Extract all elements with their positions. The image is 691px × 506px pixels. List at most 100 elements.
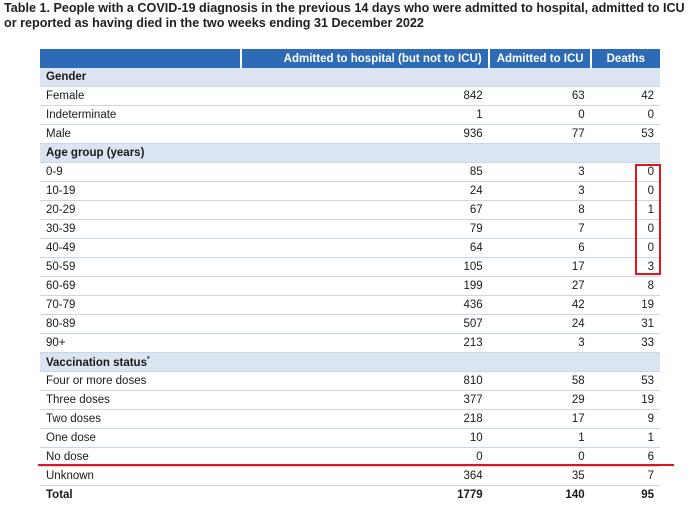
cell-icu: 35 xyxy=(488,466,591,486)
cell-icu: 42 xyxy=(488,295,591,315)
cell-icu: 140 xyxy=(565,489,585,501)
cell-deaths: 19 xyxy=(590,295,660,315)
cell-icu: 3 xyxy=(488,162,591,182)
cell-icu: 63 xyxy=(488,86,591,106)
cell-deaths: 19 xyxy=(590,390,660,410)
table-row: Male 936 77 53 xyxy=(40,124,660,144)
cell-deaths: 0 xyxy=(590,105,660,125)
cell-hospital: 842 xyxy=(240,86,489,106)
section-label: Vaccination status* xyxy=(40,352,660,372)
header-deaths: Deaths xyxy=(590,49,660,68)
cell-label: Unknown xyxy=(40,466,241,486)
cell-icu: 77 xyxy=(488,124,591,144)
cell-deaths: 0 xyxy=(590,162,660,182)
cell-label: 10-19 xyxy=(40,181,241,201)
cell-deaths: 42 xyxy=(590,86,660,106)
cell-icu: 6 xyxy=(488,238,591,258)
table-row: No dose 0 0 6 xyxy=(40,447,660,467)
table-row: 30-39 79 7 0 xyxy=(40,219,660,239)
cell-deaths: 9 xyxy=(590,409,660,429)
cell-icu: 7 xyxy=(488,219,591,239)
cell-deaths: 0 xyxy=(590,181,660,201)
table-title: Table 1. People with a COVID-19 diagnosi… xyxy=(4,1,685,30)
cell-deaths: 95 xyxy=(641,489,654,501)
cell-deaths: 31 xyxy=(590,314,660,334)
cell-icu: 8 xyxy=(488,200,591,220)
table-row: 90+ 213 3 33 xyxy=(40,333,660,353)
cell-deaths: 7 xyxy=(590,466,660,486)
cell-hospital: 1779 xyxy=(457,489,483,501)
cell-deaths: 53 xyxy=(590,124,660,144)
section-vaccination: Vaccination status* xyxy=(40,352,660,372)
cell-label: Three doses xyxy=(40,390,241,410)
cell-label: Male xyxy=(40,124,241,144)
cell-label: Indeterminate xyxy=(40,105,241,125)
cell-deaths: 0 xyxy=(590,219,660,239)
header-hospital: Admitted to hospital (but not to ICU) xyxy=(240,49,490,68)
cell-icu: 29 xyxy=(488,390,591,410)
cell-hospital: 67 xyxy=(240,200,489,220)
table-row: 70-79 436 42 19 xyxy=(40,295,660,315)
section-gender: Gender xyxy=(40,68,660,87)
section-label: Gender xyxy=(40,68,660,87)
header-row: Admitted to hospital (but not to ICU) Ad… xyxy=(40,49,660,68)
cell-deaths: 33 xyxy=(590,333,660,353)
cell-icu: 3 xyxy=(488,333,591,353)
section-label-text: Vaccination status xyxy=(46,356,147,369)
cell-hospital: 85 xyxy=(240,162,489,182)
cell-hospital: 105 xyxy=(240,257,489,277)
section-label-text: Age group (years) xyxy=(46,147,145,159)
cell-label: 40-49 xyxy=(40,238,241,258)
footnote-marker: * xyxy=(146,355,150,363)
cell-hospital: 218 xyxy=(240,409,489,429)
table-row: 0-9 85 3 0 xyxy=(40,162,660,182)
cell-label: Female xyxy=(40,86,241,106)
cell-label: 60-69 xyxy=(40,276,241,296)
table-row: Indeterminate 1 0 0 xyxy=(40,105,660,125)
red-underline xyxy=(38,464,674,466)
cell-label: One dose xyxy=(40,428,241,448)
table-body: Gender Female 842 63 42 Indeterminate 1 0 0 Male… xyxy=(40,68,660,504)
table-row: 10-19 24 3 0 xyxy=(40,181,660,201)
table-row: Unknown 364 35 7 xyxy=(40,466,660,486)
cell-label: 90+ xyxy=(40,333,241,353)
table-row: Two doses 218 17 9 xyxy=(40,409,660,429)
cell-icu: 17 xyxy=(488,257,591,277)
cell-deaths: 1 xyxy=(590,428,660,448)
section-age: Age group (years) xyxy=(40,143,660,163)
cell-icu: 1 xyxy=(488,428,591,448)
cell-hospital: 79 xyxy=(240,219,489,239)
table-row: 40-49 64 6 0 xyxy=(40,238,660,258)
cell-label: Total xyxy=(46,489,73,501)
table-row: 20-29 67 8 1 xyxy=(40,200,660,220)
header-icu: Admitted to ICU xyxy=(488,49,592,68)
table-row: 50-59 105 17 3 xyxy=(40,257,660,277)
cell-hospital: 377 xyxy=(240,390,489,410)
cell-hospital: 213 xyxy=(240,333,489,353)
cell-label: No dose xyxy=(40,447,241,467)
cell-icu: 17 xyxy=(488,409,591,429)
table-row: 60-69 199 27 8 xyxy=(40,276,660,296)
cell-icu: 27 xyxy=(488,276,591,296)
cell-deaths: 1 xyxy=(590,200,660,220)
cell-hospital: 436 xyxy=(240,295,489,315)
red-highlight-box xyxy=(635,164,661,275)
cell-deaths: 3 xyxy=(590,257,660,277)
cell-hospital: 507 xyxy=(240,314,489,334)
cell-label: 80-89 xyxy=(40,314,241,334)
cell-icu: 0 xyxy=(488,105,591,125)
cell-hospital: 936 xyxy=(240,124,489,144)
table-row: One dose 10 1 1 xyxy=(40,428,660,448)
cell-deaths: 53 xyxy=(590,371,660,391)
table-row: Female 842 63 42 xyxy=(40,86,660,106)
cell-icu: 0 xyxy=(488,447,591,467)
cell-label: 20-29 xyxy=(40,200,241,220)
table-row: Three doses 377 29 19 xyxy=(40,390,660,410)
cell-deaths: 6 xyxy=(590,447,660,467)
cell-hospital: 10 xyxy=(240,428,489,448)
cell-hospital: 24 xyxy=(240,181,489,201)
cell-label: 0-9 xyxy=(40,162,241,182)
cell-hospital: 0 xyxy=(240,447,489,467)
cell-hospital: 810 xyxy=(240,371,489,391)
cell-icu: 58 xyxy=(488,371,591,391)
